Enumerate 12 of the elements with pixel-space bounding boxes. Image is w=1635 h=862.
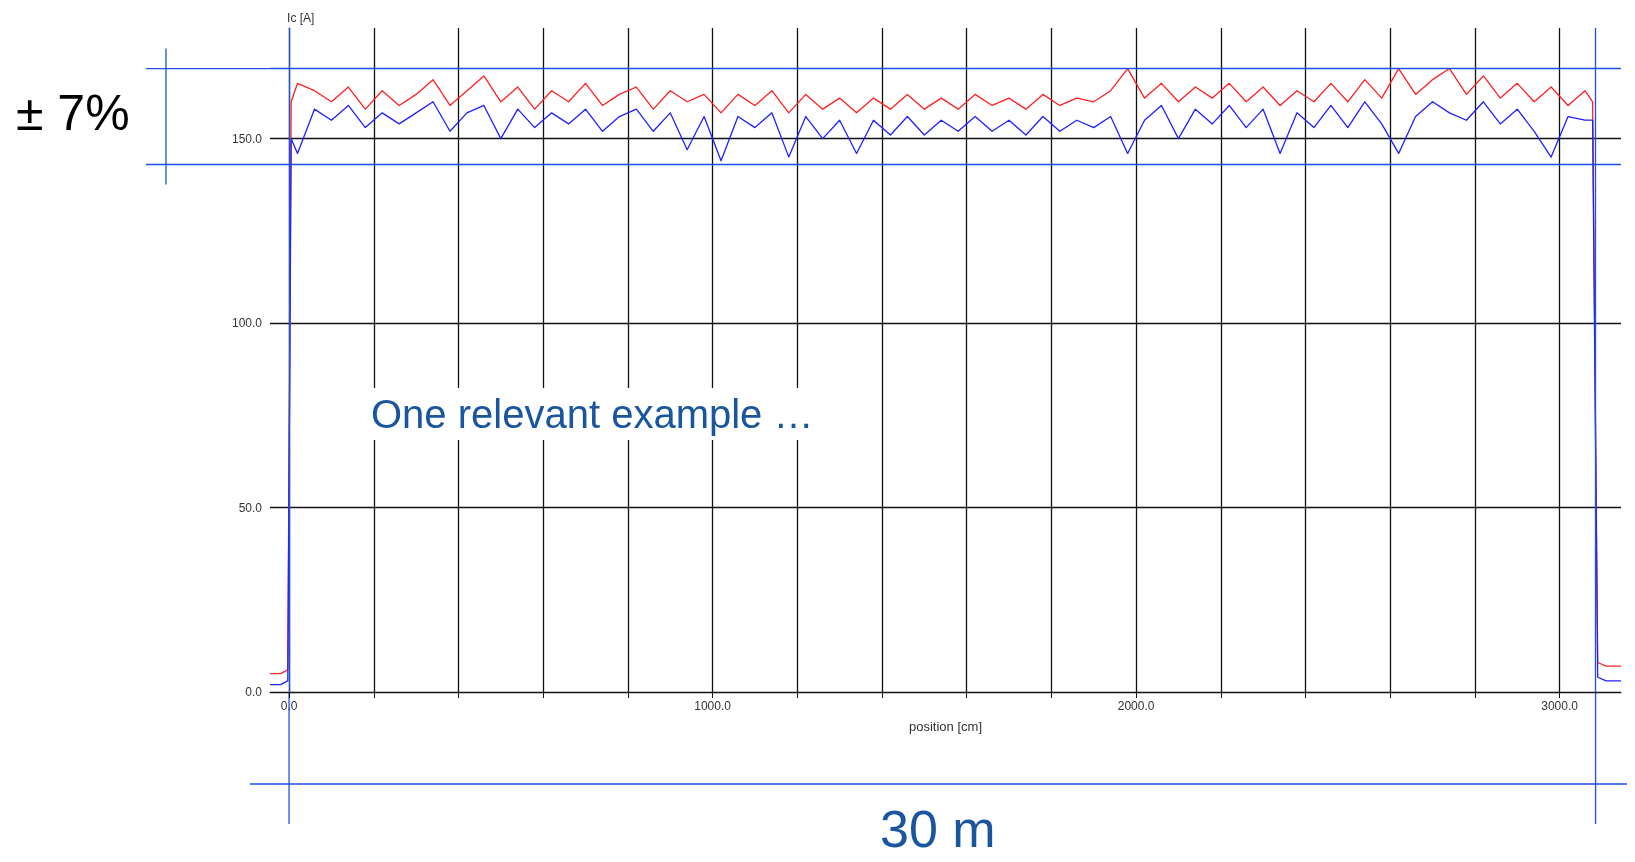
y-axis-title: Ic [A] [287,11,315,25]
x-tick-label: 3000.0 [1541,699,1579,713]
y-tick-label: 50.0 [238,500,263,515]
x-tick-label: 2000.0 [1117,699,1155,713]
y-tick-label: 150.0 [231,131,263,146]
x-tick-label: 1000.0 [694,699,732,713]
annotation: One relevant example … [371,392,814,436]
text: ± 7% [16,85,130,141]
text: 30 m [880,800,996,858]
y-tick-label: 0.0 [245,685,263,699]
y-tick-label: 100.0 [231,316,263,331]
x-axis-title: position [cm] [909,719,982,734]
